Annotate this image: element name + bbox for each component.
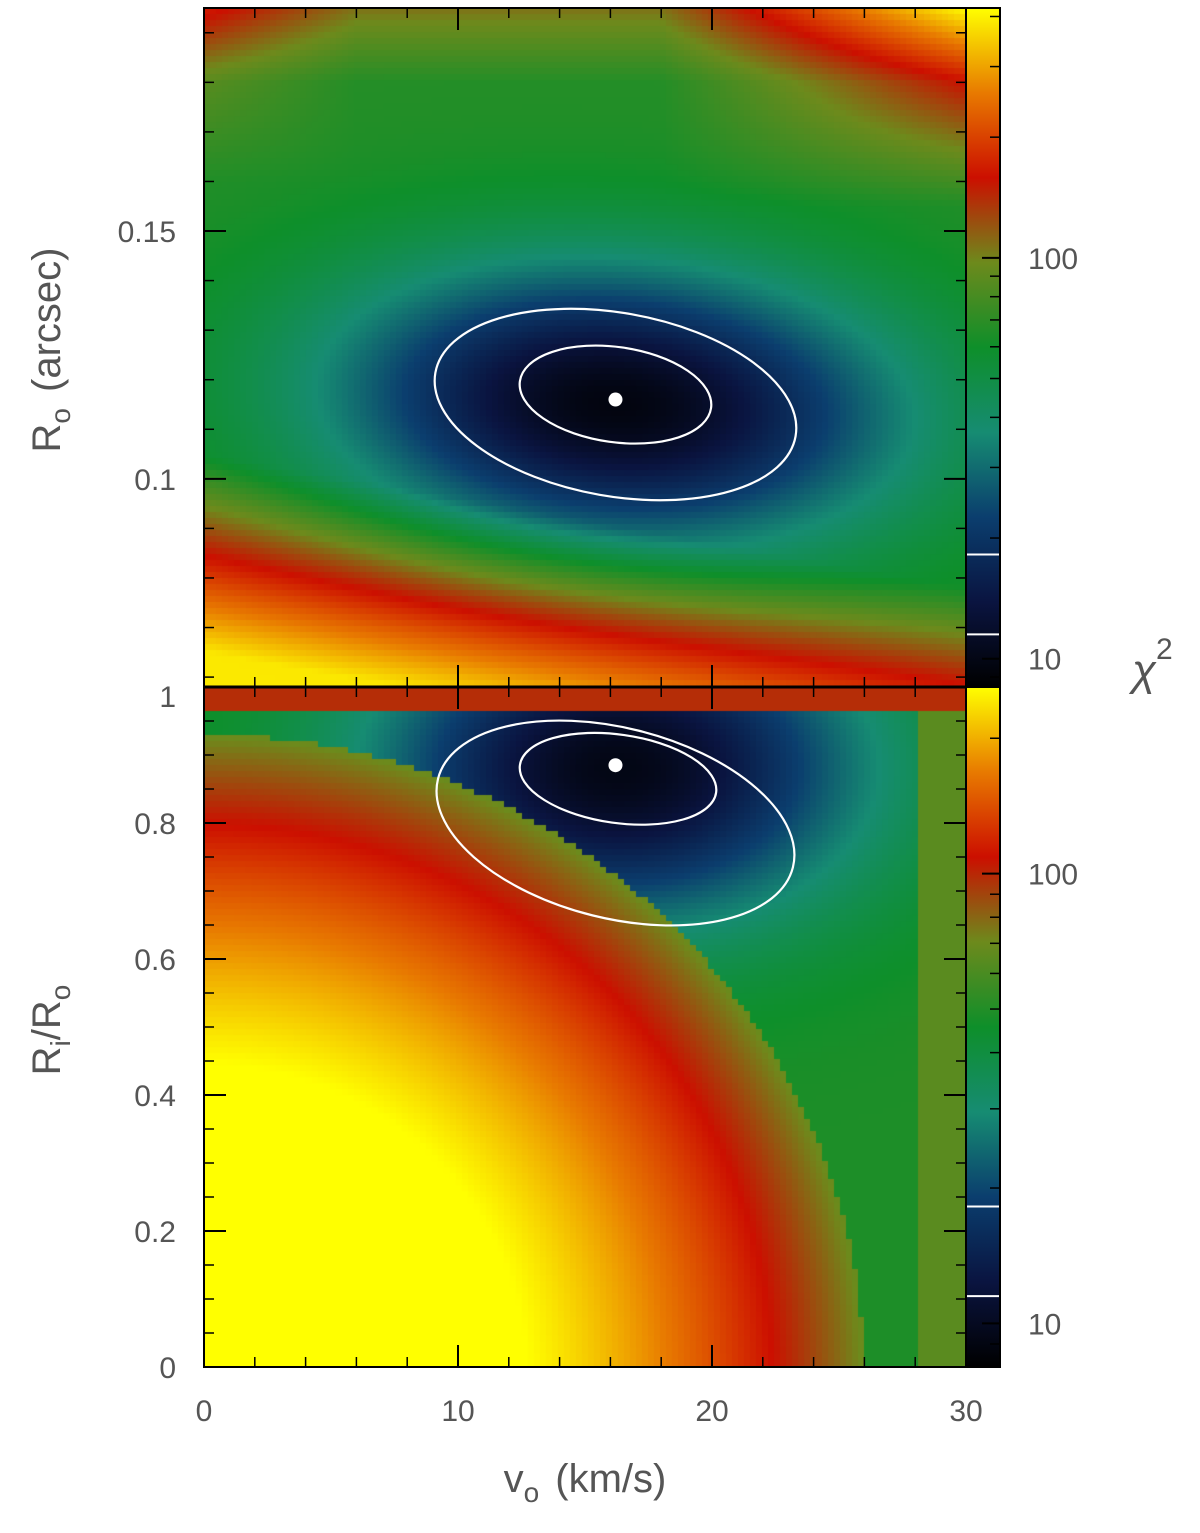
bottom-heatmap bbox=[204, 687, 966, 1367]
top-axis-ticks: 0.1 0.15 bbox=[118, 8, 967, 687]
bottom-colorbar-tick-label: 10 bbox=[1028, 1308, 1061, 1341]
top-y-tick-label: 0.1 bbox=[134, 464, 176, 497]
top-colorbar-ticks: 10 100 bbox=[967, 15, 1078, 678]
top-panel: 0.1 0.15 10 100 Ro(arcsec) χ2 bbox=[25, 7, 1173, 695]
bottom-best-fit-point bbox=[608, 758, 623, 773]
top-y-axis-label: Ro(arcsec) bbox=[25, 248, 76, 453]
bottom-colorbar-frame bbox=[965, 686, 1001, 1368]
top-colorbar-tick-label: 100 bbox=[1028, 243, 1078, 276]
top-y-tick-label: 0.15 bbox=[118, 216, 176, 249]
bottom-colorbar-tick-label: 100 bbox=[1028, 859, 1078, 892]
x-tick-label: 0 bbox=[196, 1395, 213, 1428]
x-tick-label: 30 bbox=[949, 1395, 982, 1428]
top-contour-inner bbox=[518, 344, 713, 445]
bottom-y-tick-label: 0.8 bbox=[134, 808, 176, 841]
bottom-y-tick-label: 1 bbox=[159, 681, 176, 714]
bottom-y-axis-label: Ri/Ro bbox=[25, 985, 76, 1076]
bottom-colorbar bbox=[966, 687, 1000, 1367]
bottom-contour-outer bbox=[435, 719, 796, 927]
x-axis-label: vo (km/s) bbox=[504, 1457, 667, 1508]
colorbar-title: χ2 bbox=[1128, 633, 1173, 695]
bottom-y-tick-label: 0.4 bbox=[134, 1080, 176, 1113]
top-colorbar-tick-label: 10 bbox=[1028, 644, 1061, 677]
bottom-y-tick-label: 0.6 bbox=[134, 944, 176, 977]
x-tick-label: 10 bbox=[441, 1395, 474, 1428]
top-heatmap bbox=[204, 8, 966, 687]
x-tick-label: 20 bbox=[695, 1395, 728, 1428]
bottom-y-tick-label: 0.2 bbox=[134, 1216, 176, 1249]
bottom-y-tick-label: 0 bbox=[159, 1352, 176, 1385]
bottom-confidence-contours bbox=[435, 719, 796, 927]
bottom-contour-inner bbox=[518, 731, 718, 826]
bottom-colorbar-ticks: 10 100 bbox=[967, 737, 1078, 1368]
top-contour-outer bbox=[433, 307, 798, 502]
top-best-fit-point bbox=[608, 392, 623, 407]
top-confidence-contours bbox=[433, 307, 798, 502]
bottom-axis-ticks: 00.20.40.60.810 10 20 30 bbox=[134, 681, 982, 1428]
